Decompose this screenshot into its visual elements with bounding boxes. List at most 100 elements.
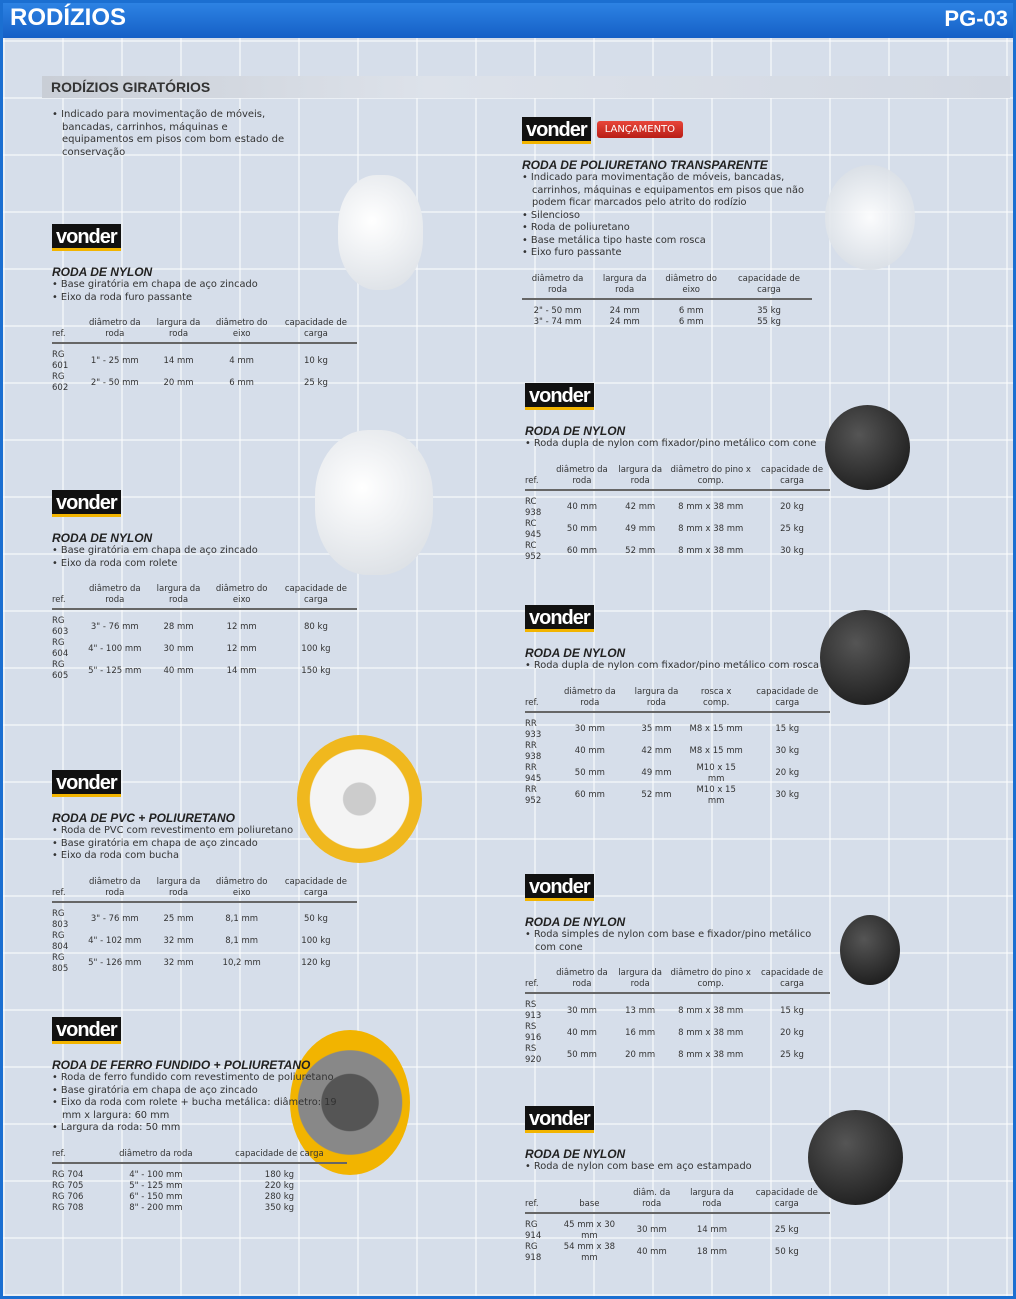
table-row: 2" - 50 mm 24 mm 6 mm 35 kg bbox=[522, 299, 812, 317]
table-cell: 60 mm bbox=[574, 790, 605, 800]
column-header: capacidade de carga bbox=[274, 318, 357, 344]
table-cell: RR 952 bbox=[525, 784, 542, 806]
table-cell: 6 mm bbox=[678, 316, 704, 327]
product-block: vonder LANÇAMENTO RODA DE POLIURETANO TRAN… bbox=[522, 117, 817, 328]
table-cell: 54 mm x 38 mm bbox=[563, 1241, 616, 1263]
table-header: ref. diâmetro da roda largura da roda diâme… bbox=[52, 876, 357, 903]
table-cell: 30 kg bbox=[780, 546, 804, 556]
table-cell: 55 kg bbox=[757, 316, 781, 327]
table-cell: 20 mm bbox=[163, 377, 194, 388]
table-cell: 49 mm bbox=[625, 524, 656, 534]
table-cell: 150 kg bbox=[301, 665, 331, 676]
table-cell: RG 706 bbox=[52, 1191, 84, 1202]
table-cell: 25 kg bbox=[780, 524, 804, 534]
column-header: diâmetro da roda bbox=[522, 273, 594, 300]
product-title: RODA DE NYLON bbox=[52, 265, 153, 279]
product-block: vonder RODA DE NYLONRoda dupla de nylon c… bbox=[525, 605, 835, 807]
table-cell: 8 mm x 38 mm bbox=[678, 1049, 744, 1060]
table-cell: 8 mm x 38 mm bbox=[678, 502, 744, 512]
table-row: RG 805 5" - 126 mm 32 mm 10,2 mm 120 kg bbox=[52, 953, 357, 975]
table-cell: 5" - 126 mm bbox=[88, 958, 142, 968]
table-row: RG 918 54 mm x 38 mm 40 mm 18 mm 50 kg bbox=[525, 1242, 830, 1264]
table-cell: RG 918 bbox=[525, 1241, 542, 1263]
table-cell: 45 mm x 30 mm bbox=[563, 1219, 616, 1241]
table-cell: 6 mm bbox=[678, 305, 704, 316]
table-cell: 15 kg bbox=[780, 1005, 804, 1016]
product-block: vonder RODA DE PVC + POLIURETANORoda de P… bbox=[52, 770, 362, 975]
feature-item: Roda de nylon com base em aço estampado bbox=[525, 1161, 835, 1174]
feature-item: Silencioso bbox=[522, 210, 817, 223]
table-cell: 25 mm bbox=[163, 914, 194, 924]
column-header: diâmetro da roda bbox=[550, 464, 614, 491]
feature-item: Base giratória em chapa de aço zincado bbox=[52, 1085, 352, 1098]
table-cell: 30 mm bbox=[163, 643, 194, 654]
table-row: RG 804 4" - 102 mm 32 mm 8,1 mm 100 kg bbox=[52, 931, 357, 953]
table-cell: 350 kg bbox=[264, 1202, 295, 1213]
table-cell: 4 mm bbox=[229, 355, 254, 366]
spec-table: ref. diâmetro da roda capacidade de carga R… bbox=[52, 1148, 347, 1214]
spec-table: ref. diâmetro da roda largura da roda diâme… bbox=[525, 464, 830, 563]
column-header: diâmetro da roda bbox=[550, 968, 613, 994]
table-cell: 32 mm bbox=[163, 958, 194, 968]
table-cell: 15 kg bbox=[775, 724, 800, 734]
feature-item: Base metálica tipo haste com rosca bbox=[522, 235, 817, 248]
table-cell: 8" - 200 mm bbox=[129, 1202, 183, 1213]
column-header: largura da roda bbox=[625, 686, 688, 713]
brand-logo: vonder bbox=[52, 490, 121, 517]
table-cell: 50 kg bbox=[774, 1247, 799, 1257]
table-cell: M10 x 15 mm bbox=[696, 784, 736, 806]
table-cell: 18 mm bbox=[696, 1247, 727, 1257]
brand-logo: vonder bbox=[52, 1017, 121, 1044]
table-cell: 8 mm x 38 mm bbox=[678, 524, 744, 534]
table-row: 3" - 74 mm 24 mm 6 mm 55 kg bbox=[522, 317, 812, 328]
table-cell: RG 708 bbox=[52, 1202, 84, 1213]
column-header: diâmetro da roda bbox=[80, 318, 149, 344]
table-cell: 28 mm bbox=[163, 621, 194, 632]
table-cell: 32 mm bbox=[163, 936, 194, 946]
table-row: RG 704 4" - 100 mm 180 kg bbox=[52, 1163, 347, 1181]
table-cell: RG 705 bbox=[52, 1180, 84, 1191]
table-header: diâmetro da roda largura da roda diâmetro … bbox=[522, 273, 812, 300]
column-header: base bbox=[555, 1187, 624, 1214]
table-row: RG 602 2" - 50 mm 20 mm 6 mm 25 kg bbox=[52, 372, 357, 394]
product-title: RODA DE NYLON bbox=[525, 424, 626, 438]
product-title: RODA DE NYLON bbox=[525, 915, 626, 929]
table-cell: RG 601 bbox=[52, 350, 69, 371]
product-title: RODA DE NYLON bbox=[525, 646, 626, 660]
table-row: RR 938 40 mm 42 mm M8 x 15 mm 30 kg bbox=[525, 741, 830, 763]
table-cell: 35 kg bbox=[757, 305, 781, 316]
spec-table: ref. diâmetro da roda largura da roda diâme… bbox=[52, 318, 357, 394]
feature-item: Base giratória em chapa de aço zincado bbox=[52, 279, 362, 292]
brand-logo: vonder bbox=[522, 117, 591, 144]
table-cell: 120 kg bbox=[301, 958, 331, 968]
column-header: largura da roda bbox=[613, 464, 668, 491]
table-cell: 8 mm x 38 mm bbox=[678, 1005, 744, 1016]
table-row: RG 708 8" - 200 mm 350 kg bbox=[52, 1203, 347, 1214]
table-cell: 30 mm bbox=[566, 1005, 597, 1016]
table-row: RG 601 1" - 25 mm 14 mm 4 mm 10 kg bbox=[52, 343, 357, 372]
column-header: rosca x comp. bbox=[687, 686, 745, 713]
column-header: diâmetro do eixo bbox=[208, 876, 275, 903]
column-header: capacidade de carga bbox=[744, 686, 830, 713]
table-row: RS 916 40 mm 16 mm 8 mm x 38 mm 20 kg bbox=[525, 1022, 830, 1044]
column-header: largura da roda bbox=[680, 1187, 744, 1214]
table-cell: 3" - 76 mm bbox=[90, 621, 139, 632]
table-cell: RR 945 bbox=[525, 762, 542, 784]
table-cell: 20 mm bbox=[625, 1049, 656, 1060]
column-header: ref. bbox=[52, 876, 81, 903]
column-header: diâmetro do eixo bbox=[208, 318, 275, 344]
table-cell: RG 604 bbox=[52, 638, 69, 659]
wheel-image-black-double-cone bbox=[825, 405, 910, 490]
table-cell: RS 920 bbox=[525, 1044, 542, 1065]
feature-list: Roda de ferro fundido com revestimento d… bbox=[52, 1072, 352, 1135]
table-cell: 4" - 102 mm bbox=[88, 936, 142, 946]
table-cell: 24 mm bbox=[609, 316, 640, 327]
table-cell: 50 kg bbox=[304, 914, 328, 924]
product-title: RODA DE POLIURETANO TRANSPARENTE bbox=[522, 158, 768, 172]
table-cell: 8 mm x 38 mm bbox=[678, 1027, 744, 1038]
table-row: RR 945 50 mm 49 mm M10 x 15 mm 20 kg bbox=[525, 763, 830, 785]
table-header: ref. diâmetro da roda largura da roda rosca… bbox=[525, 686, 830, 713]
table-cell: 50 mm bbox=[574, 768, 605, 778]
feature-item: Roda simples de nylon com base e fixador… bbox=[525, 929, 835, 954]
table-cell: 20 kg bbox=[780, 1027, 804, 1038]
